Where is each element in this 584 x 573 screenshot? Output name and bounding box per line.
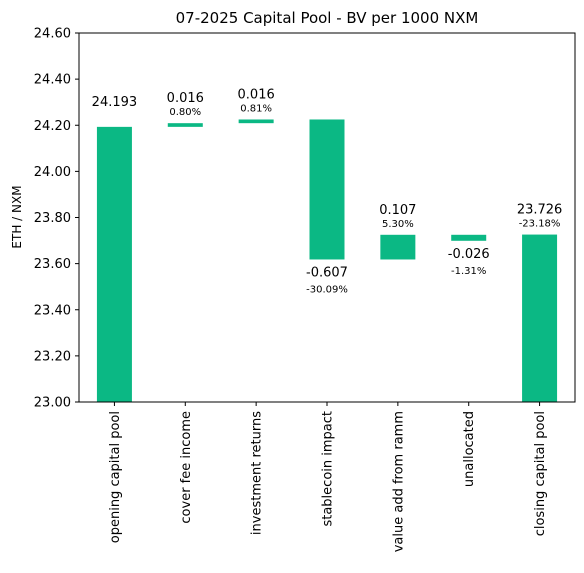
y-axis-ticks: 23.00 23.20 23.40 23.60 23.80 24.00 24.20 24.40… — [34, 27, 79, 411]
bar-value-label: -0.026 — [448, 247, 490, 262]
bar-2 — [167, 123, 203, 127]
data-labels-layer: 24.193 0.0160.80%0.0160.81%-0.607-30.09%0… — [92, 87, 563, 295]
x-tick-label: investment returns — [250, 411, 265, 535]
y-tick-label: 23.20 — [34, 349, 71, 364]
bar-value-label: 0.016 — [238, 87, 275, 102]
bar-percent-label: -1.31% — [451, 266, 486, 277]
bar-value-label: 24.193 — [92, 95, 138, 110]
y-tick-label: 23.80 — [34, 211, 71, 226]
bar-percent-label: -23.18% — [519, 219, 561, 230]
y-tick-label: 24.40 — [34, 73, 71, 88]
x-axis-ticks: opening capital pool cover fee income inve… — [108, 402, 548, 552]
y-tick-label: 23.40 — [34, 303, 71, 318]
x-tick-label: value add from ramm — [391, 411, 406, 552]
x-tick-label: unallocated — [462, 411, 477, 487]
y-axis-label: ETH / NXM — [10, 185, 24, 248]
bar-percent-label: 0.80% — [169, 107, 201, 118]
bar-value-label: 23.726 — [517, 203, 563, 218]
y-tick-label: 24.00 — [34, 165, 71, 180]
y-tick-label: 23.00 — [34, 396, 71, 411]
x-tick-label: opening capital pool — [108, 411, 123, 543]
bar-1 — [96, 126, 132, 402]
bar-value-label: 0.016 — [167, 91, 204, 106]
bar-4 — [309, 119, 345, 260]
bar-7 — [522, 234, 558, 402]
x-tick-label: closing capital pool — [533, 411, 548, 536]
bar-percent-label: -30.09% — [306, 284, 348, 295]
plot-area-frame — [78, 32, 576, 403]
x-tick-label: cover fee income — [179, 411, 194, 524]
y-tick-label: 23.60 — [34, 257, 71, 272]
bar-value-label: 0.107 — [379, 203, 416, 218]
y-tick-label: 24.20 — [34, 119, 71, 134]
bar-6 — [451, 234, 487, 241]
x-tick-label: stablecoin impact — [321, 411, 336, 527]
y-tick-label: 24.60 — [34, 27, 71, 42]
bar-percent-label: 5.30% — [382, 219, 414, 230]
bar-value-label: -0.607 — [306, 265, 348, 280]
chart-title: 07-2025 Capital Pool - BV per 1000 NXM — [176, 9, 479, 27]
bar-percent-label: 0.81% — [240, 103, 272, 114]
bar-3 — [238, 119, 274, 124]
bar-5 — [380, 234, 416, 260]
bars-layer — [96, 119, 558, 402]
